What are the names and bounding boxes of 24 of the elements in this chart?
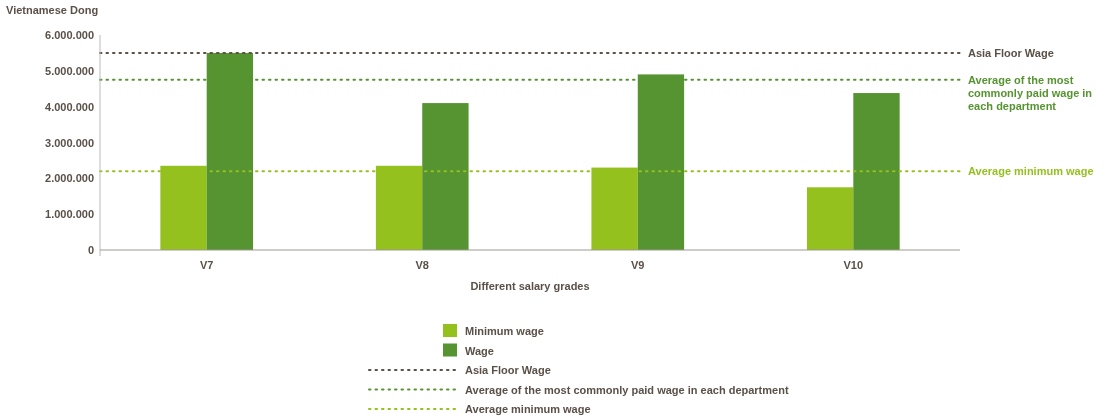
text: Average minimum wage	[465, 403, 591, 415]
ref-line-label: Average of the most commonly paid wage in each department	[968, 73, 1093, 112]
x-tick-label: V10	[843, 259, 864, 271]
x-tick-label: V9	[631, 259, 645, 271]
ref-line-label: Average minimum wage	[968, 165, 1094, 178]
legend-label: Wage	[465, 344, 494, 357]
y-axis-title: Vietnamese Dong	[6, 4, 99, 16]
bar	[806, 187, 854, 250]
y-tick-label: 0	[87, 244, 94, 256]
ref-line-label: Asia Floor Wage	[968, 46, 1054, 59]
legend-label: Minimum wage	[465, 325, 544, 337]
y-tick-label: 4.000.000	[45, 100, 94, 113]
text: Average of the most commonly paid wage in each department	[465, 383, 789, 396]
y-tick-label: 6.000.000	[45, 29, 94, 41]
text: Asia Floor Wage	[465, 364, 551, 376]
y-tick-label: 2.000.000	[45, 172, 94, 185]
x-axis-title: Different salary grades	[470, 280, 590, 292]
x-tick-label: V7	[199, 259, 214, 271]
bar	[853, 93, 900, 250]
y-tick-label: 1.000.000	[45, 208, 94, 221]
y-tick-label: 5.000.000	[45, 64, 94, 77]
y-tick-label: 3.000.000	[45, 136, 94, 149]
x-tick-label: V8	[415, 259, 429, 271]
bar	[422, 103, 469, 250]
